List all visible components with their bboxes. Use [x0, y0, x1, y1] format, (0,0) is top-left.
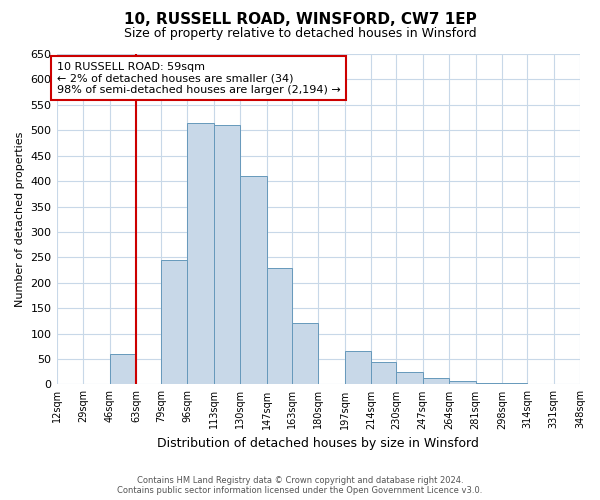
Bar [345, 352, 371, 384]
Bar [422, 378, 449, 384]
Text: Size of property relative to detached houses in Winsford: Size of property relative to detached ho… [124, 28, 476, 40]
Text: Contains HM Land Registry data © Crown copyright and database right 2024.
Contai: Contains HM Land Registry data © Crown c… [118, 476, 482, 495]
Bar [187, 122, 214, 384]
Bar [214, 125, 241, 384]
Bar [476, 383, 502, 384]
Bar [371, 362, 396, 384]
Text: 10 RUSSELL ROAD: 59sqm
← 2% of detached houses are smaller (34)
98% of semi-deta: 10 RUSSELL ROAD: 59sqm ← 2% of detached … [56, 62, 340, 95]
Bar [110, 354, 136, 384]
Bar [449, 381, 476, 384]
Bar [267, 268, 292, 384]
Text: 10, RUSSELL ROAD, WINSFORD, CW7 1EP: 10, RUSSELL ROAD, WINSFORD, CW7 1EP [124, 12, 476, 28]
Bar [241, 176, 267, 384]
Bar [161, 260, 187, 384]
Bar [396, 372, 422, 384]
Y-axis label: Number of detached properties: Number of detached properties [15, 132, 25, 307]
X-axis label: Distribution of detached houses by size in Winsford: Distribution of detached houses by size … [157, 437, 479, 450]
Bar [292, 324, 318, 384]
